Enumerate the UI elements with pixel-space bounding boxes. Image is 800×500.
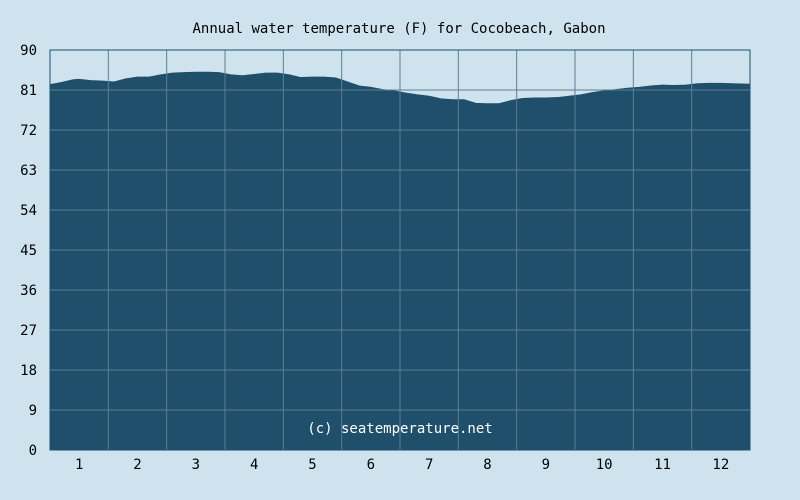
y-tick-label: 63 (20, 163, 37, 179)
x-tick-label: 3 (192, 457, 200, 473)
y-tick-label: 90 (20, 43, 37, 59)
y-tick-label: 36 (20, 283, 37, 299)
x-tick-label: 9 (542, 457, 550, 473)
plot-area (49, 49, 751, 451)
y-tick-label: 27 (20, 323, 37, 339)
y-tick-label: 45 (20, 243, 37, 259)
y-tick-label: 54 (20, 203, 37, 219)
x-tick-label: 5 (308, 457, 316, 473)
chart-title: Annual water temperature (F) for Cocobea… (192, 21, 605, 37)
x-tick-label: 6 (367, 457, 375, 473)
y-tick-label: 81 (20, 83, 37, 99)
x-tick-label: 12 (712, 457, 729, 473)
x-tick-label: 1 (75, 457, 83, 473)
x-tick-label: 11 (654, 457, 671, 473)
watermark-credit: (c) seatemperature.net (307, 421, 492, 437)
x-tick-label: 8 (483, 457, 491, 473)
x-tick-label: 2 (133, 457, 141, 473)
x-tick-label: 10 (596, 457, 613, 473)
y-tick-label: 0 (29, 443, 37, 459)
y-tick-label: 18 (20, 363, 37, 379)
x-tick-label: 7 (425, 457, 433, 473)
y-tick-label: 9 (29, 403, 37, 419)
x-tick-label: 4 (250, 457, 258, 473)
y-tick-label: 72 (20, 123, 37, 139)
plot-border (49, 49, 751, 451)
